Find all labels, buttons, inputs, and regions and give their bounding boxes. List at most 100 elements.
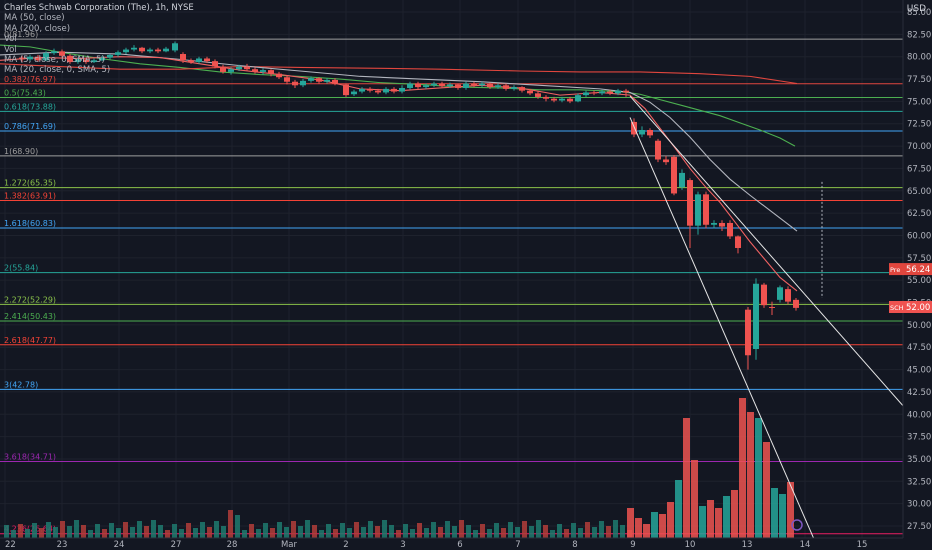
candle-body-21 bbox=[188, 60, 194, 63]
candle-body-7 bbox=[75, 59, 81, 63]
time-tick-14: 14 bbox=[800, 540, 811, 550]
candle-body-20 bbox=[180, 54, 186, 61]
volume-bar bbox=[466, 525, 471, 538]
volume-bar bbox=[319, 530, 324, 538]
fib-label-10: 2.414(50.43) bbox=[4, 312, 56, 321]
volume-bar bbox=[667, 502, 674, 538]
candle-body-55 bbox=[463, 83, 469, 88]
volume-bar bbox=[88, 530, 93, 538]
price-tick-5: 40.00 bbox=[907, 410, 931, 420]
currency-label: USD bbox=[906, 4, 926, 14]
time-axis[interactable]: 22 23 24 27 28 Mar 2 3 6 7 8 9 10 13 14 15 bbox=[0, 537, 932, 550]
price-tick-11: 55.00 bbox=[907, 276, 931, 286]
volume-bar bbox=[410, 529, 415, 538]
volume-bar bbox=[312, 525, 317, 538]
volume-bar bbox=[137, 521, 142, 538]
trend-lines[interactable] bbox=[629, 95, 906, 550]
volume-bar bbox=[550, 530, 555, 538]
volume-bar bbox=[389, 525, 394, 538]
candle-body-42 bbox=[359, 88, 365, 92]
volume-bar bbox=[361, 527, 366, 538]
volume-bar bbox=[571, 523, 576, 538]
volume-bar bbox=[396, 530, 401, 538]
candle-body-93 bbox=[769, 306, 775, 308]
candle-body-43 bbox=[367, 88, 373, 91]
candle-body-9 bbox=[91, 60, 97, 63]
candle-body-2 bbox=[35, 56, 41, 61]
candle-body-50 bbox=[423, 85, 429, 88]
time-tick-10: 8 bbox=[572, 540, 577, 550]
candle-body-49 bbox=[415, 83, 421, 88]
volume-bar bbox=[620, 525, 625, 538]
volume-bar bbox=[707, 500, 714, 538]
candle-body-35 bbox=[300, 80, 306, 86]
candle-body-68 bbox=[567, 98, 573, 102]
time-tick-11: 9 bbox=[630, 540, 635, 550]
candle-body-77 bbox=[639, 129, 645, 135]
candle-body-69 bbox=[575, 95, 581, 102]
volume-bar bbox=[382, 520, 387, 538]
fib-label-14: 4.236(26.64) bbox=[4, 525, 56, 534]
volume-bar bbox=[731, 490, 738, 538]
candle-body-48 bbox=[407, 83, 413, 88]
volume-bar bbox=[25, 529, 30, 538]
indicator-ma-20[interactable]: MA (20, close, 0, SMA, 5) bbox=[4, 65, 111, 76]
candle-body-61 bbox=[511, 87, 517, 89]
volume-bar bbox=[763, 442, 770, 538]
price-tick-13: 60.00 bbox=[907, 231, 931, 241]
candle-body-41 bbox=[351, 91, 357, 95]
indicator-ma-50[interactable]: MA (50, close) bbox=[4, 13, 65, 24]
candle-body-29 bbox=[252, 69, 258, 72]
candle-body-86 bbox=[711, 222, 717, 225]
volume-bar bbox=[515, 527, 520, 538]
candle-body-25 bbox=[220, 66, 226, 72]
volume-bar bbox=[18, 524, 23, 538]
volume-bar bbox=[659, 514, 666, 538]
candle-body-58 bbox=[487, 83, 493, 88]
price-tick-17: 70.00 bbox=[907, 142, 931, 152]
time-tick-0: 22 bbox=[5, 540, 16, 550]
price-tick-0: 27.50 bbox=[907, 522, 931, 532]
volume-bar bbox=[123, 522, 128, 538]
candle-body-24 bbox=[212, 61, 218, 67]
indicator-ma-5[interactable]: MA (5, close, 0, SMA, 5) bbox=[4, 55, 105, 66]
ma-50-line bbox=[0, 63, 798, 85]
indicator-ma-200[interactable]: MA (200, close) bbox=[4, 23, 71, 34]
volume-bar bbox=[95, 524, 100, 538]
fib-label-1: 0.5(75.43) bbox=[4, 89, 46, 98]
volume-bar bbox=[375, 526, 380, 538]
indicator-vol[interactable]: Vol bbox=[4, 34, 17, 45]
volume-bar bbox=[438, 527, 443, 538]
fib-label-2: 0.618(73.88) bbox=[4, 102, 56, 111]
symbol-title[interactable]: Charles Schwab Corporation (The), 1h, NY… bbox=[4, 3, 194, 13]
candle-body-4 bbox=[51, 51, 57, 54]
candle-body-82 bbox=[679, 172, 685, 188]
price-tick-23: 85.00 bbox=[907, 8, 931, 18]
candle-body-66 bbox=[551, 98, 557, 101]
volume-bar bbox=[635, 518, 642, 538]
volume-bar bbox=[179, 529, 184, 538]
candle-body-3 bbox=[43, 53, 49, 61]
candle-body-30 bbox=[260, 70, 266, 72]
candle-body-67 bbox=[559, 98, 565, 101]
ma-200-line bbox=[0, 44, 796, 147]
volume-bar bbox=[60, 521, 65, 538]
candle-body-12 bbox=[115, 52, 121, 55]
chart-legend: Charles Schwab Corporation (The), 1h, NY… bbox=[4, 3, 194, 76]
volume-bar bbox=[699, 506, 706, 538]
fib-label-3: 0.786(71.69) bbox=[4, 122, 56, 131]
candle-body-37 bbox=[316, 78, 322, 82]
candle-body-73 bbox=[607, 91, 613, 94]
candle-body-85 bbox=[703, 194, 709, 225]
price-axis[interactable]: 27.50 30.00 32.50 35.00 37.50 40.00 42.50 45.00… bbox=[889, 0, 932, 550]
candle-body-95 bbox=[785, 289, 791, 302]
volume-bar bbox=[529, 526, 534, 538]
price-tick-18: 72.50 bbox=[907, 120, 931, 130]
volume-bar bbox=[452, 526, 457, 538]
volume-bar bbox=[536, 520, 541, 538]
price-tick-20: 77.50 bbox=[907, 75, 931, 85]
candle-body-75 bbox=[623, 90, 629, 93]
candlesticks bbox=[19, 41, 799, 370]
indicator-vol-2[interactable]: Vol bbox=[4, 44, 17, 55]
